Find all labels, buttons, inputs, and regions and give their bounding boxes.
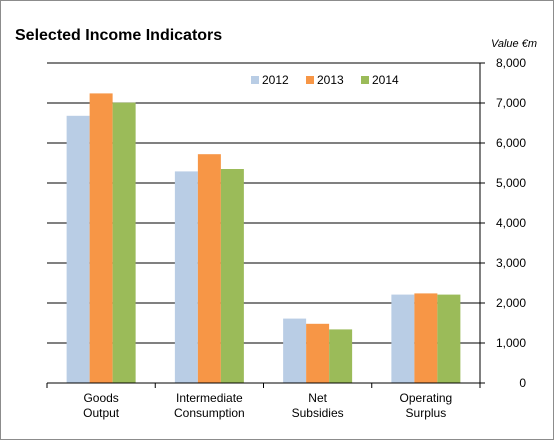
x-category-label: Surplus — [406, 406, 447, 420]
bar-2014-1 — [220, 169, 244, 383]
bar-2012-0 — [66, 115, 90, 384]
y-tick-label: 0 — [519, 376, 526, 390]
x-category-label: Intermediate — [176, 391, 243, 405]
legend-swatch-2013 — [306, 76, 314, 84]
y-tick-label: 7,000 — [496, 96, 526, 110]
x-category-label: Subsidies — [292, 406, 344, 420]
chart-title: Selected Income Indicators — [15, 27, 223, 44]
bar-2013-0 — [89, 93, 113, 384]
y-tick-label: 3,000 — [496, 256, 526, 270]
bar-2014-3 — [437, 294, 461, 383]
axes: 0 1,000 2,000 3,000 4,000 5,000 6,000 7,000 8,00… — [46, 56, 526, 420]
bar-2013-3 — [414, 293, 438, 383]
bar-2013-2 — [306, 323, 330, 383]
y-tick-label: 2,000 — [496, 296, 526, 310]
bar-2012-3 — [391, 294, 415, 383]
x-category-label: Consumption — [174, 406, 245, 420]
bar-2012-1 — [174, 171, 198, 383]
legend-label-2012: 2012 — [262, 73, 289, 87]
x-category-label: Net — [308, 391, 327, 405]
x-category-label: Operating — [400, 391, 453, 405]
bar-2014-0 — [112, 102, 136, 383]
y-tick-label: 5,000 — [496, 176, 526, 190]
y-tick-label: 1,000 — [496, 336, 526, 350]
y-axis-unit-label: Value €m — [490, 38, 537, 50]
legend-label-2014: 2014 — [372, 73, 399, 87]
bar-2013-1 — [197, 154, 221, 383]
y-tick-label: 6,000 — [496, 136, 526, 150]
y-tick-label: 4,000 — [496, 216, 526, 230]
x-category-label: Output — [83, 406, 120, 420]
y-tick-label: 8,000 — [496, 56, 526, 70]
bars — [66, 93, 461, 384]
legend-swatch-2012 — [251, 76, 259, 84]
bar-2012-2 — [283, 318, 307, 383]
legend: 2012 2013 2014 — [251, 73, 399, 87]
legend-label-2013: 2013 — [317, 73, 344, 87]
legend-swatch-2014 — [361, 76, 369, 84]
x-category-label: Goods — [83, 391, 118, 405]
bar-2014-2 — [329, 329, 353, 383]
